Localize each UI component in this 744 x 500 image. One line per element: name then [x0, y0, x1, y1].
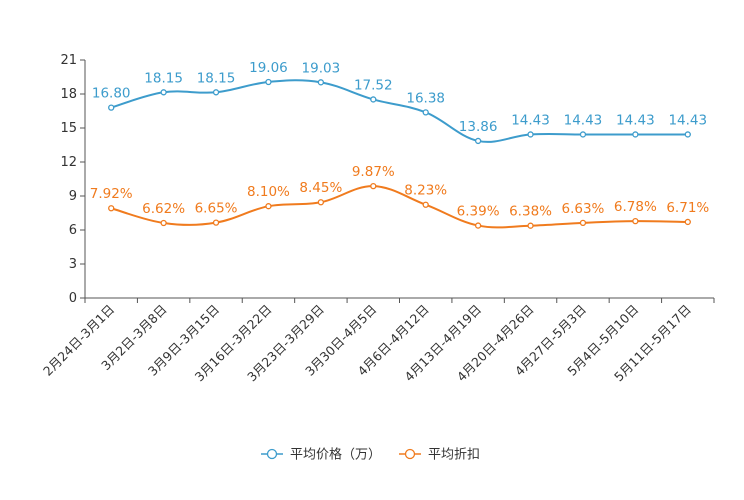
data-label: 13.86	[459, 119, 498, 135]
data-label: 6.62%	[142, 201, 185, 217]
data-label: 14.43	[668, 112, 707, 128]
data-point[interactable]	[422, 201, 429, 208]
y-tick-label: 21	[60, 53, 77, 68]
data-label: 8.10%	[247, 184, 290, 200]
series-1: 16.80 18.15 18.15 19.06 19.03 17.52 16.38 13.86…	[92, 60, 707, 145]
data-label: 19.06	[249, 60, 288, 76]
legend: 平均价格（万） 平均折扣	[261, 447, 480, 463]
y-tick-label: 12	[60, 155, 77, 170]
data-label: 7.92%	[90, 186, 133, 202]
data-label: 6.65%	[195, 201, 238, 217]
data-label: 6.63%	[562, 201, 605, 217]
y-tick-label: 15	[60, 121, 77, 136]
data-point[interactable]	[265, 78, 272, 86]
y-tick-label: 0	[69, 291, 77, 306]
legend-marker-icon	[266, 448, 278, 460]
data-label: 17.52	[354, 77, 393, 93]
data-label: 16.80	[92, 86, 131, 102]
data-point[interactable]	[579, 131, 587, 138]
x-axis-ticks: 2月24日-3月1日3月2日-3月8日3月9日-3月15日3月16日-3月22日…	[40, 298, 715, 384]
legend-marker-icon	[404, 448, 416, 460]
data-point[interactable]	[632, 131, 639, 138]
data-label: 18.15	[197, 70, 236, 86]
y-tick-label: 9	[69, 189, 77, 204]
data-point[interactable]	[370, 96, 377, 103]
data-point[interactable]	[474, 137, 482, 145]
data-label: 14.43	[511, 112, 550, 128]
data-point[interactable]	[684, 131, 691, 138]
data-label: 8.45%	[299, 180, 342, 196]
data-point[interactable]	[317, 79, 325, 86]
data-point[interactable]	[160, 89, 167, 96]
data-label: 6.38%	[509, 204, 552, 220]
data-point[interactable]	[422, 109, 429, 116]
series-line	[110, 79, 688, 143]
data-label: 19.03	[302, 60, 341, 76]
legend-label: 平均价格（万）	[290, 447, 381, 463]
y-tick-label: 6	[69, 223, 77, 238]
y-tick-label: 3	[69, 257, 77, 272]
legend-label: 平均折扣	[428, 448, 480, 463]
data-label: 16.38	[406, 90, 445, 106]
y-tick-label: 18	[60, 87, 77, 102]
series-group: 16.80 18.15 18.15 19.06 19.03 17.52 16.38 13.86…	[90, 60, 709, 229]
data-point[interactable]	[265, 203, 272, 210]
y-axis-ticks: 0 3 6 9 12 15 18 21	[60, 53, 85, 306]
data-point[interactable]	[632, 218, 639, 225]
data-label: 8.23%	[404, 183, 447, 199]
data-label: 6.39%	[457, 204, 500, 220]
data-point[interactable]	[212, 219, 220, 226]
data-label: 18.15	[144, 70, 183, 86]
data-point[interactable]	[108, 205, 115, 212]
data-label: 6.78%	[614, 199, 657, 215]
axes-group	[84, 60, 714, 299]
data-point[interactable]	[474, 222, 482, 229]
data-point[interactable]	[527, 222, 534, 229]
data-point[interactable]	[160, 219, 167, 227]
data-point[interactable]	[317, 199, 325, 206]
data-label: 14.43	[564, 112, 603, 128]
legend-item-1[interactable]: 平均价格（万）	[261, 447, 381, 463]
legend-item-2[interactable]: 平均折扣	[399, 448, 480, 463]
data-label: 14.43	[616, 112, 655, 128]
data-point[interactable]	[370, 182, 377, 190]
series-2: 7.92% 6.62% 6.65% 8.10% 8.45% 9.87% 8.23% 6.39%…	[90, 164, 709, 229]
series-line	[110, 185, 688, 229]
data-label: 6.71%	[666, 200, 709, 216]
data-point[interactable]	[108, 104, 115, 111]
data-point[interactable]	[527, 131, 534, 138]
data-point[interactable]	[684, 218, 691, 226]
data-label: 9.87%	[352, 164, 395, 180]
data-point[interactable]	[579, 219, 587, 227]
data-point[interactable]	[212, 89, 220, 96]
